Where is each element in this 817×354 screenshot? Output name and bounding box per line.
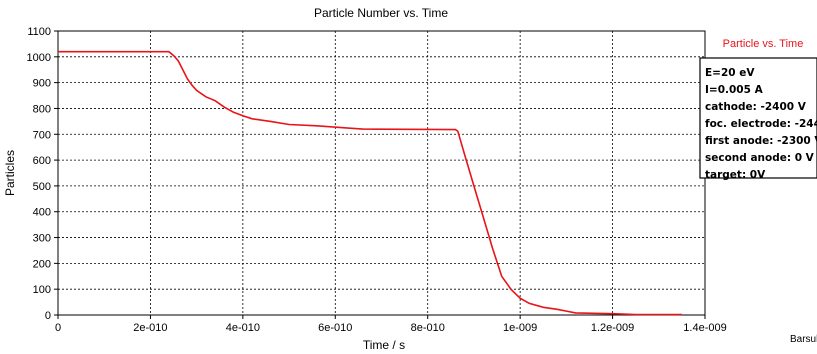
y-tick-label: 600 [33,155,51,167]
x-tick-label: 1.2e-009 [591,322,634,334]
x-tick-label: 0 [55,322,61,334]
legend-entry-particle-vs-time: Particle vs. Time [723,38,804,50]
axis-ticks: 0 2e-010 4e-010 6e-010 8e-010 1e-009 1.2e-009 1… [27,26,727,334]
x-tick-label: 2e-010 [133,322,167,334]
info-line-cathode: cathode: -2400 V [705,101,807,113]
y-tick-label: 900 [33,78,51,90]
info-line-focus-electrode: foc. electrode: -2440 V [705,118,817,130]
y-tick-label: 0 [45,310,51,322]
info-line-target: target: 0V [705,169,766,181]
info-box-frame [699,57,817,179]
y-tick-label: 300 [33,233,51,245]
y-tick-label: 700 [33,129,51,141]
info-line-second-anode: second anode: 0 V [705,152,815,164]
x-tick-label: 6e-010 [318,322,352,334]
y-tick-label: 1100 [27,26,51,38]
info-line-first-anode: first anode: -2300 V [705,135,817,147]
y-tick-label: 400 [33,207,51,219]
x-tick-label: 1e-009 [503,322,537,334]
y-tick-label: 100 [33,284,51,296]
info-box: E=20 eV I=0.005 A cathode: -2400 V foc. … [699,57,817,181]
x-tick-label: 4e-010 [226,322,260,334]
x-axis-label: Time / s [363,338,405,352]
grid-lines [58,31,705,315]
series-line-particle-vs-time [58,50,682,316]
y-tick-label: 1000 [27,52,51,64]
info-line-energy: E=20 eV [705,67,755,79]
footer-credit: Barsuk [790,334,817,345]
y-tick-label: 200 [33,258,51,270]
x-tick-label: 1.4e-009 [683,322,726,334]
y-tick-label: 500 [33,181,51,193]
y-tick-label: 800 [33,103,51,115]
x-tick-label: 8e-010 [411,322,445,334]
info-line-current: I=0.005 A [705,84,764,96]
y-axis-label: Particles [3,150,17,196]
chart-title: Particle Number vs. Time [314,6,448,20]
